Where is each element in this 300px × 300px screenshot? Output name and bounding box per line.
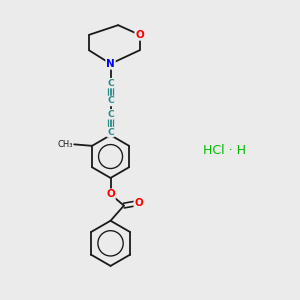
Text: C: C [107, 79, 114, 88]
Text: O: O [135, 30, 144, 40]
Text: O: O [134, 198, 143, 208]
Text: O: O [106, 189, 115, 199]
Text: CH₃: CH₃ [57, 140, 73, 149]
Text: C: C [107, 110, 114, 119]
Text: N: N [106, 59, 115, 69]
Text: C: C [107, 97, 114, 106]
Text: HCl · H: HCl · H [203, 143, 246, 157]
Text: C: C [107, 128, 114, 137]
